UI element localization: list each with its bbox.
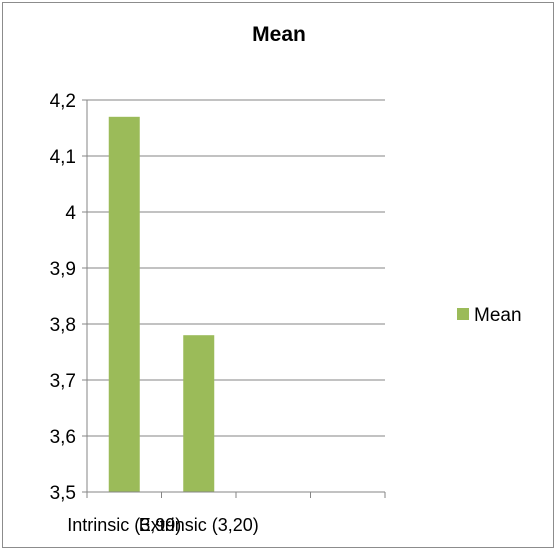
y-tick-label: 3,8 [50,315,76,336]
bar-2 [183,335,215,492]
y-tick-label: 4 [65,203,76,224]
y-tick-label: 4,2 [50,91,76,112]
x-category-labels: Intrinsic (3,99)Extrinsic (3,20) [67,515,259,535]
bars [108,116,215,493]
x-category-label: Intrinsic (3,99) [67,515,181,535]
y-tick-label: 3,5 [50,483,76,504]
legend-label-mean: Mean [474,305,522,326]
y-tick-label: 3,9 [50,259,76,280]
legend-swatch-mean [457,308,469,320]
axes [82,99,386,498]
legend: Mean [457,305,522,326]
bar-1 [108,116,140,493]
y-tick-label: 3,7 [50,371,76,392]
chart-frame [2,2,554,548]
y-tick-label: 3,6 [50,427,76,448]
y-tick-label: 4,1 [50,147,76,168]
y-tick-labels: 3,5 3,6 3,7 3,8 3,9 4 4,1 4,2 [50,91,77,504]
x-category-label: Extrinsic (3,20) [139,515,259,535]
chart-title: Mean [252,23,306,46]
